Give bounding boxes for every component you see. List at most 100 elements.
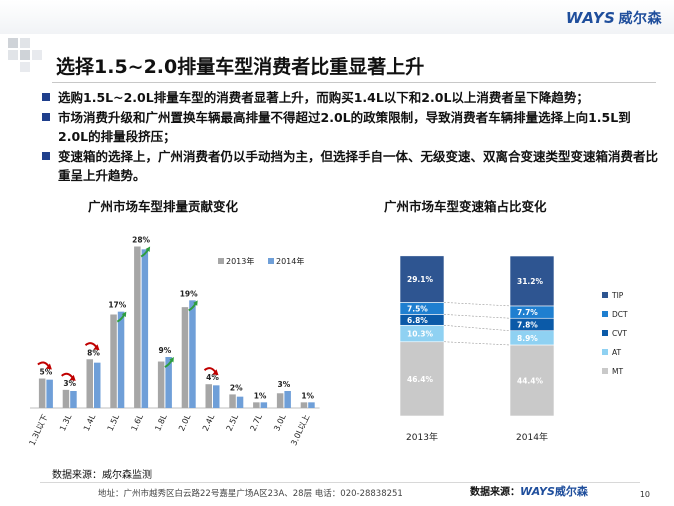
bar-2014 [141,249,149,408]
bullet-item: 市场消费升级和广州置换车辆最高排量不得超过2.0L的政策限制，导致消费者车辆排量… [40,108,660,146]
bar-2014 [94,362,101,408]
data-label: 5% [40,368,53,377]
decorative-squares [8,38,48,78]
x-tick-label: 2.7L [248,413,264,433]
x-tick-label: 2.4L [201,413,217,433]
legend-label: DCT [612,310,628,319]
bar-2013 [276,393,284,408]
header-band [0,0,674,34]
segment-label: 7.8% [517,320,538,329]
stack-segment-mt [399,341,445,417]
segment-label: 29.1% [407,275,434,284]
bar-2014 [236,396,244,408]
legend-swatch [602,330,608,336]
stack-segment-mt [509,344,555,417]
trend-up-icon [145,246,151,252]
legend-label: MT [612,367,623,376]
bullet-item: 选购1.5L~2.0L排量车型的消费者显著上升，而购买1.4L以下和2.0L以上… [40,88,660,107]
segment-label: 44.4% [517,376,544,385]
source-logo-cn: 威尔森 [554,485,588,498]
legend-swatch [602,349,608,355]
segment-label: 46.4% [407,375,434,384]
trend-down-icon [69,374,76,381]
bar-2013 [181,307,189,408]
bar-2013 [110,314,117,408]
data-label: 17% [108,301,126,310]
x-tick-label: 1.3L [58,413,74,433]
x-tick-label: 1.6L [129,413,145,433]
x-tick-label: 2.0L [177,413,193,433]
title-divider [52,82,656,83]
bar-2014 [308,402,315,408]
footer-divider [40,482,640,483]
bar-2014 [189,300,196,408]
x-tick-label: 3.0L [272,413,288,433]
data-label: 3% [63,379,76,388]
trend-down-icon [61,372,74,379]
page-title: 选择1.5~2.0排量车型消费者比重显著上升 [56,56,425,78]
page-number: 10 [639,490,650,499]
source-brand: 数据来源：WAYS威尔森 [470,483,588,499]
data-label: 3% [278,380,291,389]
data-label: 2% [230,383,243,392]
bar-2013 [253,402,260,408]
displacement-chart: 5% 1.3L以下 3% 1.3L 8% 1.4L 17% 1.5L 28% 1.6L 9% 1.8L… [28,236,320,447]
bar-2014 [284,391,291,408]
bar-2013 [205,384,212,408]
segment-label: 8.9% [517,334,538,343]
connector-line [443,314,511,319]
legend-swatch [602,292,608,298]
x-category-label: 2014年 [516,431,548,443]
legend-label: AT [612,348,622,357]
source-logo-en: WAYS [520,485,555,498]
ways-logo: WAYS 威尔森 [566,8,662,28]
segment-label: 7.5% [407,304,428,313]
legend-swatch [602,311,608,317]
trend-up-icon [121,311,127,318]
source-note: 数据来源：威尔森监测 [52,470,152,481]
logo-cn: 威尔森 [618,11,662,27]
data-label: 1% [301,391,314,400]
data-label: 8% [87,348,100,357]
trend-down-icon [37,361,50,368]
connector-line [443,302,511,307]
stack-segment-tip [509,255,555,307]
trend-down-icon [84,342,98,348]
trend-up-icon [169,357,174,363]
displacement-chart-title: 广州市场车型排量贡献变化 [88,199,239,214]
bar-2014 [260,402,268,408]
source-label: 数据来源： [470,487,520,498]
bar-2013 [86,359,93,408]
x-tick-label: 2.5L [225,413,241,433]
bar-2014 [117,311,125,408]
x-category-label: 2013年 [406,431,438,443]
legend-label: TIP [611,291,624,300]
bar-2014 [70,391,77,408]
x-tick-label: 1.3L以下 [28,413,50,447]
trend-down-icon [93,344,100,351]
legend-label: 2013年 [226,256,254,266]
bar-2014 [46,379,53,408]
bar-2013 [300,402,308,408]
trend-down-icon [212,369,219,376]
bullet-list: 选购1.5L~2.0L排量车型的消费者显著上升，而购买1.4L以下和2.0L以上… [40,88,660,186]
connector-line [443,341,511,346]
bar-2013 [62,389,70,408]
transmission-chart: 46.4% 10.3% 6.8% 7.5% 29.1% 2013年 44.4% 8.9% 7.8… [399,255,628,443]
bar-2013 [134,246,141,408]
legend-swatch [268,258,274,264]
data-label: 19% [180,289,198,298]
bar-2014 [213,385,220,408]
bar-2013 [38,378,46,408]
transmission-chart-title: 广州市场车型变速箱占比变化 [384,199,547,214]
legend-swatch [218,258,224,264]
data-label: 9% [159,346,172,355]
data-label: 1% [254,391,267,400]
legend-label: 2014年 [276,256,304,266]
bar-2013 [229,394,236,408]
x-tick-label: 1.4L [82,413,98,433]
stack-segment-tip [399,255,445,303]
x-tick-label: 1.8L [153,413,169,433]
segment-label: 7.7% [517,308,538,317]
x-tick-label: 3.0L以上 [289,413,311,447]
